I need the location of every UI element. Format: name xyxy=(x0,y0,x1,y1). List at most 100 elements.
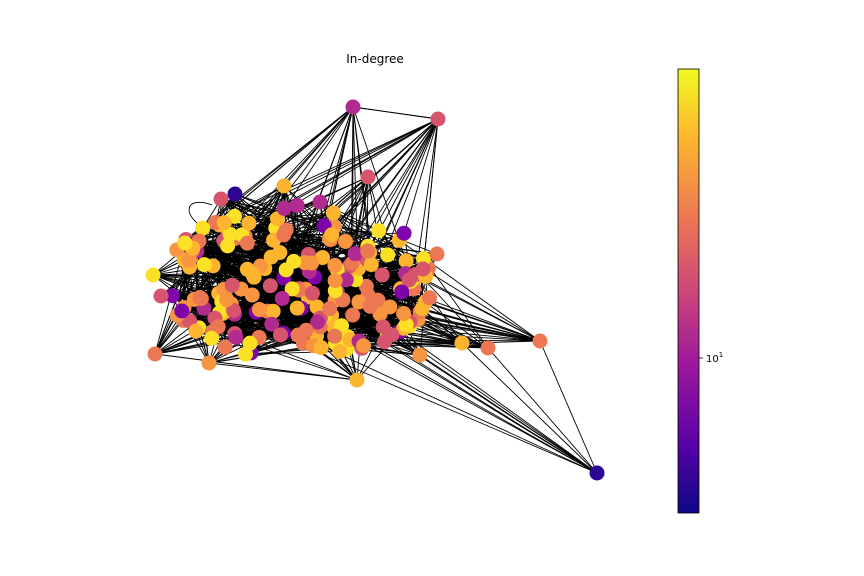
graph-node-outer xyxy=(480,340,496,356)
graph-node xyxy=(226,302,242,318)
graph-node-outer xyxy=(276,178,292,194)
edge xyxy=(246,185,285,270)
edge xyxy=(423,258,489,349)
graph-node-outer xyxy=(177,235,193,251)
graph-node xyxy=(276,227,292,243)
graph-node xyxy=(310,314,326,330)
node-layer xyxy=(145,99,605,481)
colorbar: 101 xyxy=(677,68,723,514)
graph-node-outer xyxy=(532,333,548,349)
graph-node xyxy=(272,327,288,343)
graph-node xyxy=(224,277,240,293)
graph-node xyxy=(219,292,235,308)
graph-node-outer xyxy=(153,288,169,304)
edge xyxy=(220,198,278,220)
graph-node xyxy=(371,223,387,239)
graph-node xyxy=(332,343,348,359)
graph-node-outer xyxy=(589,465,605,481)
graph-node-outer xyxy=(145,267,161,283)
graph-node xyxy=(278,262,294,278)
edge xyxy=(367,118,439,296)
edge xyxy=(283,233,438,255)
graph-node xyxy=(195,220,211,236)
graph-node xyxy=(322,301,338,317)
graph-node xyxy=(174,303,190,319)
edge xyxy=(246,185,285,244)
graph-node xyxy=(238,346,254,362)
graph-node xyxy=(313,340,329,356)
graph-node-outer xyxy=(213,191,229,207)
graph-node xyxy=(192,290,208,306)
chart-title: In-degree xyxy=(346,52,404,66)
graph-node-outer xyxy=(415,261,431,277)
graph-node xyxy=(327,258,343,274)
edge xyxy=(246,106,354,244)
graph-node xyxy=(196,257,212,273)
colorbar-gradient xyxy=(677,68,700,514)
graph-node xyxy=(327,328,343,344)
edge xyxy=(539,340,598,474)
graph-node xyxy=(239,235,255,251)
graph-node xyxy=(345,307,361,323)
edge xyxy=(341,118,439,326)
graph-node xyxy=(347,246,363,262)
graph-node-outer xyxy=(345,99,361,115)
graph-node xyxy=(396,306,412,322)
graph-node xyxy=(228,329,244,345)
graph-node xyxy=(422,290,438,306)
graph-node xyxy=(181,252,197,268)
edge xyxy=(487,347,598,474)
graph-node xyxy=(272,245,288,261)
graph-node xyxy=(351,294,367,310)
graph-node xyxy=(204,330,220,346)
graph-node-outer xyxy=(349,372,365,388)
edge xyxy=(152,234,284,276)
graph-node xyxy=(262,278,278,294)
graph-node xyxy=(276,200,292,216)
edge xyxy=(333,212,541,342)
graph-node xyxy=(245,266,261,282)
graph-node xyxy=(241,215,257,231)
graph-node xyxy=(362,298,378,314)
graph-node xyxy=(363,257,379,273)
graph-node xyxy=(244,287,260,303)
edge xyxy=(352,105,439,120)
graph-node xyxy=(222,226,238,242)
edge xyxy=(154,353,358,382)
graph-node xyxy=(289,197,305,213)
graph-node-outer xyxy=(312,194,328,210)
graph-node xyxy=(265,303,281,319)
edge xyxy=(314,276,598,474)
graph-node xyxy=(220,238,236,254)
graph-node xyxy=(289,300,305,316)
graph-node xyxy=(380,247,396,263)
graph-node-outer xyxy=(454,335,470,351)
graph-node xyxy=(188,323,204,339)
edge xyxy=(298,289,598,474)
graph-node xyxy=(356,338,372,354)
graph-node xyxy=(274,290,290,306)
edge xyxy=(417,118,439,320)
graph-node xyxy=(337,233,353,249)
edge xyxy=(419,354,598,474)
graph-node xyxy=(325,205,341,221)
tick-base: 10 xyxy=(706,354,719,365)
graph-node xyxy=(251,302,267,318)
graph-node xyxy=(396,225,412,241)
graph-node xyxy=(210,319,226,335)
graph-node xyxy=(360,243,376,259)
graph-node xyxy=(398,253,414,269)
edge xyxy=(184,211,334,244)
graph-node xyxy=(164,288,180,304)
graph-node xyxy=(298,322,314,338)
graph-node xyxy=(324,227,340,243)
edge xyxy=(367,250,541,342)
graph-node xyxy=(377,334,393,350)
edge xyxy=(208,362,358,382)
graph-node-outer xyxy=(227,186,243,202)
graph-node-outer xyxy=(147,346,163,362)
graph-node-outer xyxy=(201,355,217,371)
graph-node xyxy=(338,272,354,288)
graph-node-outer xyxy=(429,246,445,262)
graph-node xyxy=(264,316,280,332)
